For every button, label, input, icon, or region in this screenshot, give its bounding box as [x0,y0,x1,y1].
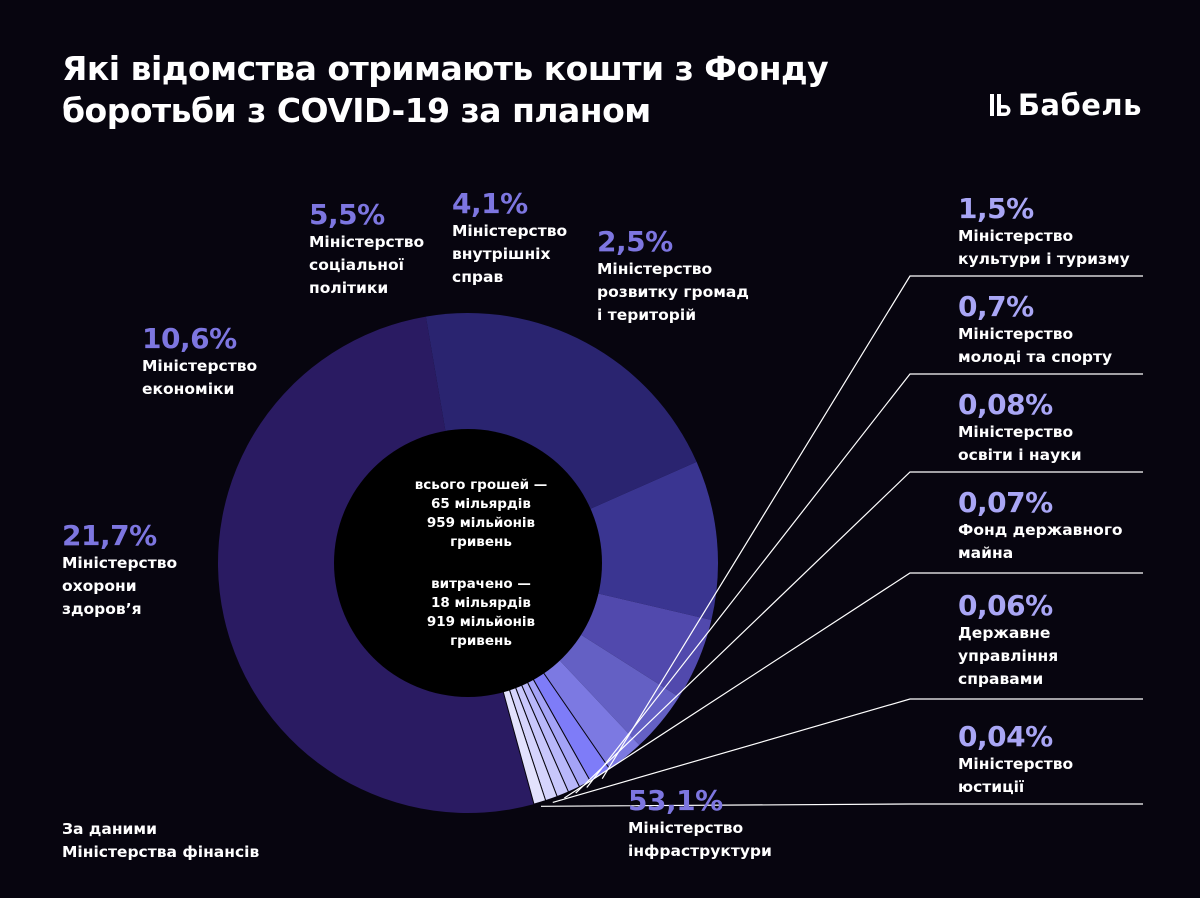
slice-name-label: здоров’я [62,600,142,618]
chart-title: Які відомства отримають кошти з Фонду бо… [62,48,862,132]
slice-label: 0,04% Міністерство юстиції [958,721,1073,799]
slice-value-label: 4,1% [452,187,528,220]
slice-name-label: Міністерство [958,755,1074,773]
slice-name-label: юстиції [958,778,1025,796]
slice-name-label: Фонд державного [958,521,1123,539]
slice-value-label: 2,5% [597,225,673,258]
slice-name-label: Міністерство [142,357,258,375]
total-line: 65 мільярдів [431,496,531,512]
spent-money-block: витрачено — 18 мільярдів 919 мільйонів г… [381,575,581,651]
spent-line: витрачено — [431,576,531,592]
slice-value-label: 21,7% [62,519,157,552]
slice-label: 21,7% Міністерство охорони здоров’я [62,520,177,621]
slice-name-label: Державне [958,624,1051,642]
label-connector-line [601,275,1143,779]
slice-name-label: соціальної [309,256,404,274]
babel-logo-text: Бабель [1017,88,1142,122]
slice-name-label: економіки [142,380,235,398]
slice-name-label: політики [309,279,389,297]
slice-name-label: освіти і науки [958,446,1082,464]
slice-name-label: молоді та спорту [958,348,1113,366]
slice-label: 0,07% Фонд державного майна [958,487,1123,565]
slice-value-label: 0,08% [958,388,1053,421]
donut-hole [334,429,602,697]
slice-value-label: 10,6% [142,322,237,355]
slice-name-label: Міністерство [309,233,425,251]
slice-name-label: Міністерство [597,260,713,278]
slice-name-label: Міністерство [958,227,1074,245]
slice-label: 1,5% Міністерство культури і туризму [958,193,1130,271]
slice-label: 53,1% Міністерство інфраструктури [628,785,772,863]
slice-value-label: 0,7% [958,290,1034,323]
slice-name-label: і територій [597,306,697,324]
spent-line: 18 мільярдів [431,595,531,611]
slice-name-label: Міністерство [452,222,568,240]
donut-center-summary: всього грошей — 65 мільярдів 959 мільйон… [381,476,581,651]
slice-name-label: справами [958,670,1044,688]
babel-logo-icon [989,94,1011,116]
label-connector-line [586,373,1143,788]
source-line: Міністерства фінансів [62,843,260,861]
label-connector-line [564,572,1143,799]
slice-name-label: управління [958,647,1059,665]
slice-name-label: Міністерство [62,554,178,572]
slice-label: 0,08% Міністерство освіти і науки [958,389,1082,467]
label-connector-line [575,471,1143,794]
title-line: Які відомства отримають кошти з Фонду [62,49,829,88]
slice-label: 0,7% Міністерство молоді та спорту [958,291,1112,369]
slice-label: 5,5% Міністерство соціальної політики [309,199,424,300]
label-connector-line [552,698,1143,804]
slice-value-label: 0,04% [958,720,1053,753]
slice-value-label: 0,06% [958,589,1053,622]
source-note: За даними Міністерства фінансів [62,818,259,864]
total-line: всього грошей — [414,477,548,493]
label-connector-line [540,803,1143,807]
slice-name-label: Міністерство [958,325,1074,343]
total-line: 959 мільйонів [426,515,536,531]
slice-value-label: 1,5% [958,192,1034,225]
slice-name-label: інфраструктури [628,842,772,860]
slice-name-label: майна [958,544,1014,562]
slice-value-label: 53,1% [628,784,723,817]
slice-name-label: культури і туризму [958,250,1130,268]
slice-name-label: Міністерство [958,423,1074,441]
spent-line: 919 мільйонів [426,614,536,630]
babel-logo: Бабель [986,88,1142,122]
slice-value-label: 5,5% [309,198,385,231]
source-line: За даними [62,820,157,838]
slice-label: 2,5% Міністерство розвитку громад і територ… [597,226,749,327]
slice-name-label: внутрішніх [452,245,551,263]
slice-name-label: справ [452,268,504,286]
label-connectors [540,275,1143,807]
slice-label: 4,1% Міністерство внутрішніх справ [452,188,567,289]
slice-name-label: розвитку громад [597,283,749,301]
slice-label: 10,6% Міністерство економіки [142,323,257,401]
title-line: боротьби з COVID-19 за планом [62,91,651,130]
total-line: гривень [450,534,512,550]
slice-name-label: охорони [62,577,137,595]
slice-name-label: Міністерство [628,819,744,837]
slice-value-label: 0,07% [958,486,1053,519]
spent-line: гривень [450,633,512,649]
total-money-block: всього грошей — 65 мільярдів 959 мільйон… [381,476,581,552]
slice-label: 0,06% Державне управління справами [958,590,1058,691]
